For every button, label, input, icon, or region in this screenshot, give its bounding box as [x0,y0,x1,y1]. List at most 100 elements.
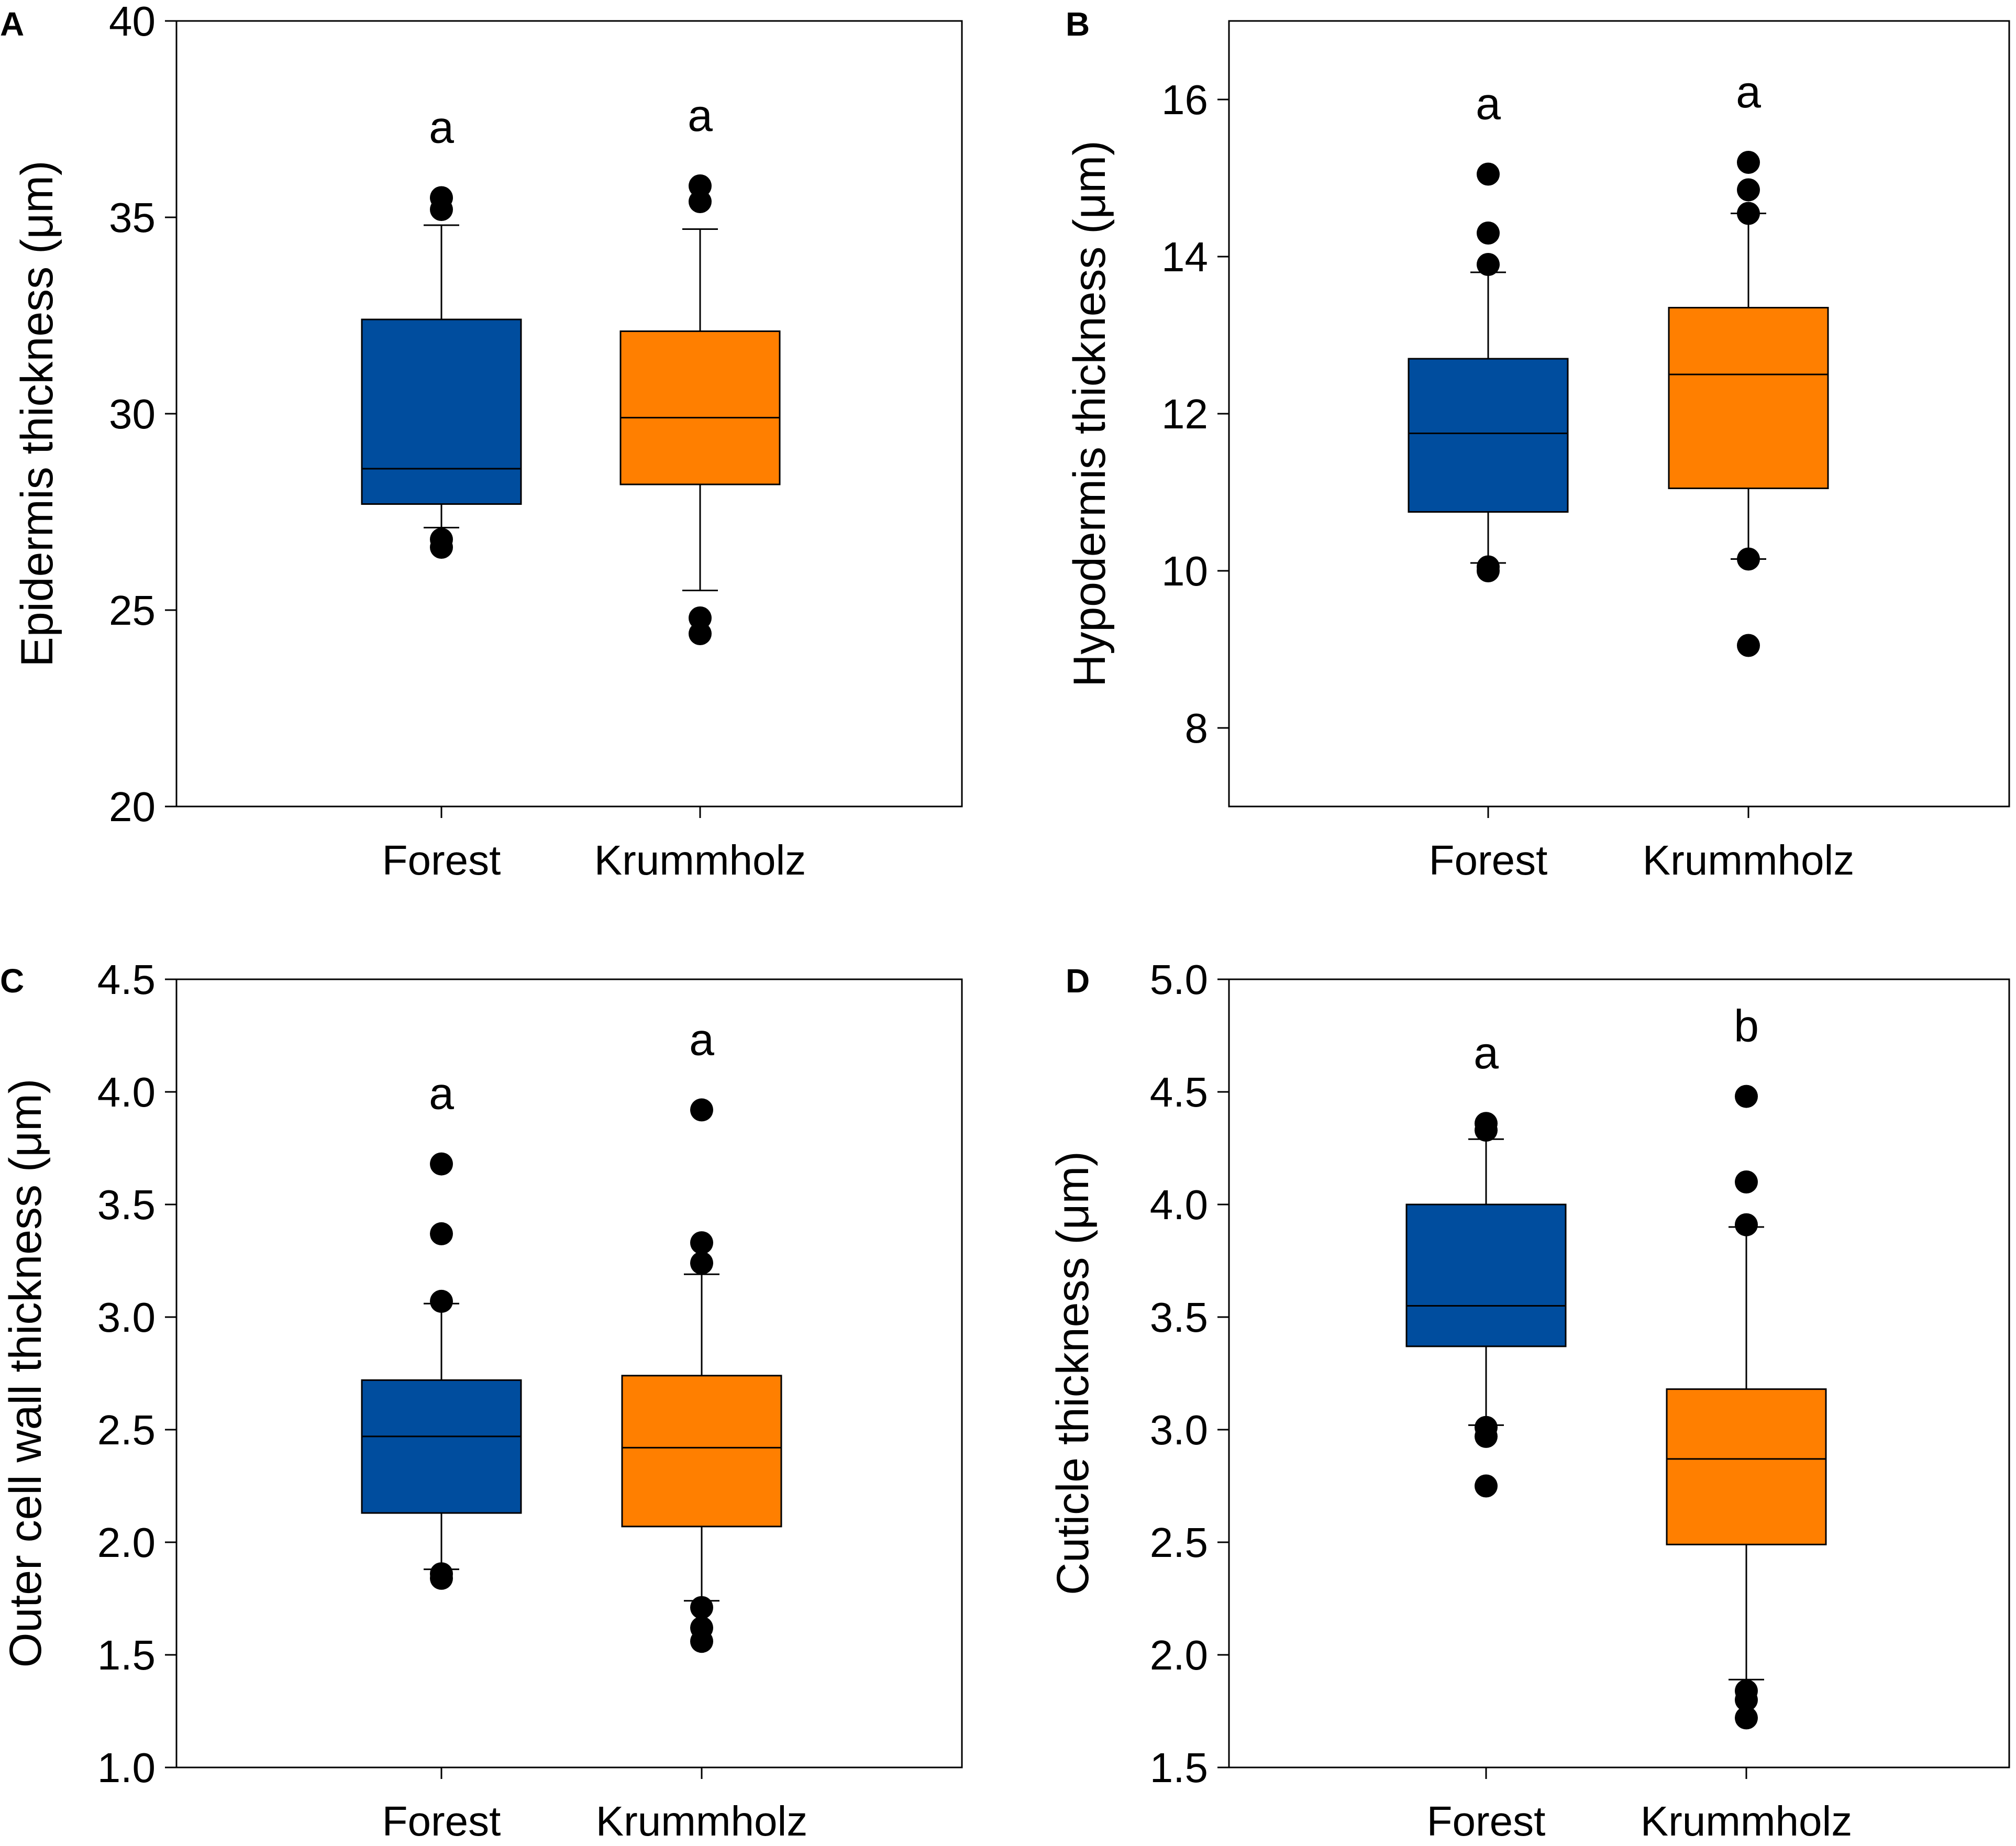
x-tick-label: Forest [1429,837,1548,883]
y-tick-label: 4.5 [1150,1069,1208,1115]
iqr-box [1668,307,1829,489]
outlier-point [689,622,712,645]
plot-frame [175,20,963,808]
y-tick-label: 2.5 [97,1407,156,1453]
significance-letter: a [1736,67,1761,117]
significance-letter: a [429,1069,454,1119]
y-ticks: 1.0 1.5 2.0 2.5 3.0 3.5 4.0 4.5 [97,956,176,1791]
y-tick-label: 2.5 [1150,1519,1208,1566]
x-tick-label: Forest [382,1798,501,1844]
significance-letter: a [1474,1028,1499,1078]
outlier-point [1477,162,1500,186]
x-ticks: Forest Krummholz [1427,1767,1853,1844]
outlier-point [690,1251,713,1275]
y-tick-label: 2.0 [1150,1632,1208,1678]
outlier-point [690,1098,713,1122]
outlier-point [1737,634,1760,657]
x-ticks: Forest Krummholz [1429,806,1855,883]
iqr-box [1405,1203,1567,1347]
y-ticks: 1.5 2.0 2.5 3.0 3.5 4.0 4.5 5.0 [1150,956,1229,1791]
outlier-point [430,1566,453,1590]
box-krummholz: a [1668,67,1829,657]
box-krummholz: a [621,1014,782,1653]
x-tick-label: Krummholz [1643,837,1855,883]
outlier-point [1477,222,1500,245]
box-forest: a [1405,1028,1567,1498]
significance-letter: a [689,1014,714,1065]
x-tick-label: Krummholz [596,1798,808,1844]
y-ticks: 8 10 12 14 16 [1161,76,1229,751]
x-tick-label: Forest [382,837,501,883]
outlier-point [690,1630,713,1653]
y-axis-label: Cuticle thickness (μm) [1048,1151,1098,1595]
y-tick-label: 1.0 [97,1744,156,1791]
outlier-point [1737,178,1760,202]
outlier-point [430,1222,453,1245]
y-tick-label: 1.5 [1150,1744,1208,1791]
y-axis-label: Epidermis thickness (μm) [12,160,62,667]
outlier-point [430,198,453,221]
y-tick-label: 3.0 [1150,1407,1208,1453]
iqr-box [1408,358,1569,513]
y-tick-label: 25 [109,587,156,634]
panel-letter: B [1066,5,1090,43]
y-tick-label: 12 [1161,391,1208,437]
y-tick-label: 10 [1161,548,1208,594]
x-tick-label: Krummholz [594,837,806,883]
outlier-point [430,536,453,559]
panel-letter: A [0,5,24,43]
significance-letter: a [1476,79,1501,129]
x-tick-label: Forest [1427,1798,1546,1844]
iqr-box [621,1375,782,1528]
plot-frame [1228,978,2010,1768]
x-ticks: Forest Krummholz [382,1767,808,1844]
outlier-point [1737,202,1760,225]
box-forest: a [361,1069,522,1590]
outlier-point [1475,1119,1498,1142]
y-tick-label: 20 [109,783,156,830]
outlier-point [1735,1170,1758,1193]
y-tick-label: 3.0 [97,1294,156,1341]
y-tick-label: 16 [1161,76,1208,123]
y-tick-label: 2.0 [97,1519,156,1566]
outlier-point [1735,1213,1758,1236]
box-forest: a [361,103,522,559]
outlier-point [689,190,712,213]
y-tick-label: 30 [109,391,156,437]
y-tick-label: 3.5 [97,1181,156,1228]
plot-frame [1228,20,2010,808]
outlier-point [1735,1688,1758,1711]
outlier-point [1737,547,1760,571]
plot-frame [175,978,963,1768]
outlier-point [1475,1474,1498,1498]
plot-content: aa [361,1014,782,1653]
iqr-box [361,1379,522,1514]
y-tick-label: 4.0 [97,1069,156,1115]
y-tick-label: 14 [1161,234,1208,280]
y-tick-label: 4.0 [1150,1181,1208,1228]
x-tick-label: Krummholz [1641,1798,1853,1844]
y-tick-label: 35 [109,194,156,241]
outlier-point [1737,151,1760,174]
plot-content: ab [1405,1001,1827,1730]
y-axis-label: Hypodermis thickness (μm) [1065,140,1115,687]
outlier-point [1477,253,1500,276]
significance-letter: a [429,103,454,153]
y-tick-label: 8 [1185,705,1209,751]
box-krummholz: b [1666,1001,1827,1730]
x-ticks: Forest Krummholz [382,806,806,883]
outlier-point [1477,559,1500,582]
y-tick-label: 5.0 [1150,956,1208,1003]
outlier-point [1735,1706,1758,1730]
y-tick-label: 4.5 [97,956,156,1003]
iqr-box [1666,1388,1827,1545]
significance-letter: b [1734,1001,1759,1052]
y-ticks: 20 25 30 35 40 [109,0,176,830]
outlier-point [1735,1085,1758,1108]
outlier-point [690,1596,713,1619]
